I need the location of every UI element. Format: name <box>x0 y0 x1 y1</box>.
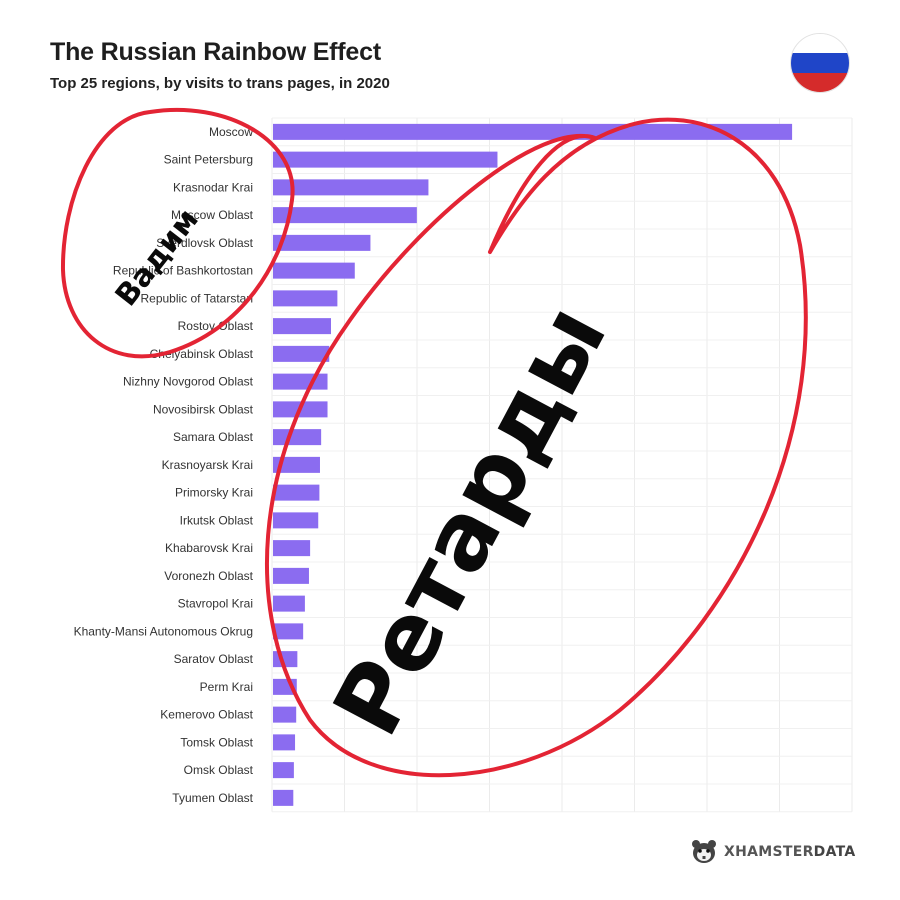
bar <box>273 651 298 668</box>
bar <box>273 484 320 501</box>
category-label: Tomsk Oblast <box>180 735 253 749</box>
bar <box>273 762 294 779</box>
flag-stripe-white <box>791 34 849 54</box>
category-label: Omsk Oblast <box>184 763 254 777</box>
bar <box>273 678 297 695</box>
chart-bars <box>273 123 793 806</box>
hamster-logo-icon <box>692 840 716 863</box>
category-label: Perm Krai <box>200 680 253 694</box>
bar <box>273 512 319 529</box>
russia-flag-icon <box>790 33 850 93</box>
bar <box>273 151 498 168</box>
category-label: Republic of Bashkortostan <box>113 264 253 278</box>
bar <box>273 789 294 806</box>
category-label: Nizhny Novgorod Oblast <box>123 375 254 389</box>
bar <box>273 540 311 557</box>
bar <box>273 567 309 584</box>
category-label: Khanty-Mansi Autonomous Okrug <box>74 624 253 638</box>
category-label: Irkutsk Oblast <box>180 513 254 527</box>
brand-name-part2: DATA <box>813 844 856 860</box>
bar <box>273 262 355 279</box>
bar <box>273 290 338 307</box>
chart-title: The Russian Rainbow Effect <box>50 38 381 66</box>
category-label: Stavropol Krai <box>178 597 253 611</box>
chart-subtitle: Top 25 regions, by visits to trans pages… <box>50 75 390 92</box>
category-label: Samara Oblast <box>173 430 254 444</box>
category-label: Krasnodar Krai <box>173 180 253 194</box>
category-label: Moscow <box>209 125 253 139</box>
flag-stripe-blue <box>791 53 849 73</box>
bar <box>273 318 331 335</box>
category-label: Krasnoyarsk Krai <box>162 458 253 472</box>
category-label: Primorsky Krai <box>175 486 253 500</box>
bar <box>273 429 322 446</box>
bar <box>273 345 330 362</box>
bar <box>273 207 417 224</box>
brand-name-part1: XHAMSTER <box>724 844 814 860</box>
category-label: Tyumen Oblast <box>172 791 253 805</box>
category-label: Voronezh Oblast <box>164 569 253 583</box>
flag-stripe-red <box>791 72 849 92</box>
brand-name: XHAMSTERDATA <box>724 844 856 860</box>
bar <box>273 401 328 418</box>
category-label: Sverdlovsk Oblast <box>156 236 253 250</box>
bar <box>273 706 297 723</box>
category-label: Chelyabinsk Oblast <box>150 347 254 361</box>
bar <box>273 734 296 751</box>
category-labels: Moscow Saint Petersburg Krasnodar Krai Mosc… <box>74 125 254 805</box>
category-label: Saint Petersburg <box>164 153 253 167</box>
bar <box>273 456 320 473</box>
bar <box>273 234 371 251</box>
category-label: Rostov Oblast <box>178 319 254 333</box>
bar <box>273 179 429 196</box>
bar <box>273 595 305 612</box>
category-label: Moscow Oblast <box>171 208 254 222</box>
category-label: Novosibirsk Oblast <box>153 402 254 416</box>
brand-logo: XHAMSTERDATA <box>690 837 856 867</box>
category-label: Khabarovsk Krai <box>165 541 253 555</box>
category-label: Saratov Oblast <box>174 652 254 666</box>
category-label: Republic of Tatarstan <box>140 291 253 305</box>
bar <box>273 623 304 640</box>
bar <box>273 373 328 390</box>
category-label: Kemerovo Oblast <box>160 708 253 722</box>
bar <box>273 123 793 140</box>
